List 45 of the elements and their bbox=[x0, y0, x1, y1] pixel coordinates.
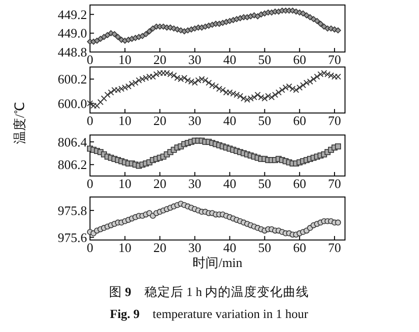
x-tick-label: 20 bbox=[153, 240, 166, 255]
x-tick-label: 20 bbox=[153, 113, 166, 128]
x-tick-label: 40 bbox=[223, 176, 236, 191]
x-tick-label: 30 bbox=[188, 52, 202, 67]
x-tick-label: 70 bbox=[328, 240, 342, 255]
x-tick-label: 10 bbox=[118, 176, 132, 191]
x-tick-label: 50 bbox=[258, 52, 272, 67]
y-tick-label: 600.2 bbox=[58, 72, 87, 87]
x-tick-label: 20 bbox=[153, 176, 166, 191]
x-tick-label: 50 bbox=[258, 176, 272, 191]
y-tick-label: 449.2 bbox=[58, 6, 87, 22]
x-tick-label: 30 bbox=[188, 176, 202, 191]
x-tick-label: 30 bbox=[188, 113, 202, 128]
x-tick-label: 70 bbox=[328, 113, 342, 128]
y-tick-label: 449.0 bbox=[58, 26, 87, 41]
x-tick-label: 20 bbox=[153, 52, 166, 67]
y-tick-label: 975.8 bbox=[58, 202, 87, 218]
text: Fig. 9 temperature variation in 1 hour bbox=[110, 307, 310, 321]
x-tick-label: 0 bbox=[86, 52, 94, 67]
x-tick-label: 60 bbox=[293, 113, 306, 128]
y-tick-label: 975.6 bbox=[58, 230, 88, 245]
x-tick-label: 0 bbox=[86, 240, 94, 255]
x-tick-label: 10 bbox=[118, 113, 132, 128]
x-tick-label: 30 bbox=[188, 240, 202, 255]
x-tick-label: 10 bbox=[118, 240, 132, 255]
x-tick-label: 50 bbox=[258, 240, 272, 255]
y-tick-label: 806.4 bbox=[58, 134, 88, 150]
x-tick-label: 70 bbox=[328, 52, 342, 67]
x-tick-label: 70 bbox=[328, 176, 342, 191]
y-tick-label: 806.2 bbox=[58, 157, 87, 172]
x-tick-label: 60 bbox=[293, 52, 306, 67]
x-tick-label: 0 bbox=[86, 176, 94, 191]
y-tick-label: 448.8 bbox=[58, 44, 87, 60]
text: 图 9 稳定后 1 h 内的温度变化曲线 bbox=[108, 284, 310, 299]
x-tick-label: 60 bbox=[293, 176, 306, 191]
x-tick-label: 40 bbox=[223, 52, 236, 67]
x-axis-title: 时间/min bbox=[192, 255, 243, 270]
x-tick-label: 0 bbox=[86, 113, 94, 128]
x-tick-label: 50 bbox=[258, 113, 272, 128]
x-tick-label: 10 bbox=[118, 52, 132, 67]
x-tick-label: 40 bbox=[223, 240, 236, 255]
x-tick-label: 60 bbox=[293, 240, 306, 255]
x-tick-label: 40 bbox=[223, 113, 236, 128]
y-axis-title: 温度/℃ bbox=[12, 102, 27, 144]
y-tick-label: 600.0 bbox=[58, 96, 87, 111]
